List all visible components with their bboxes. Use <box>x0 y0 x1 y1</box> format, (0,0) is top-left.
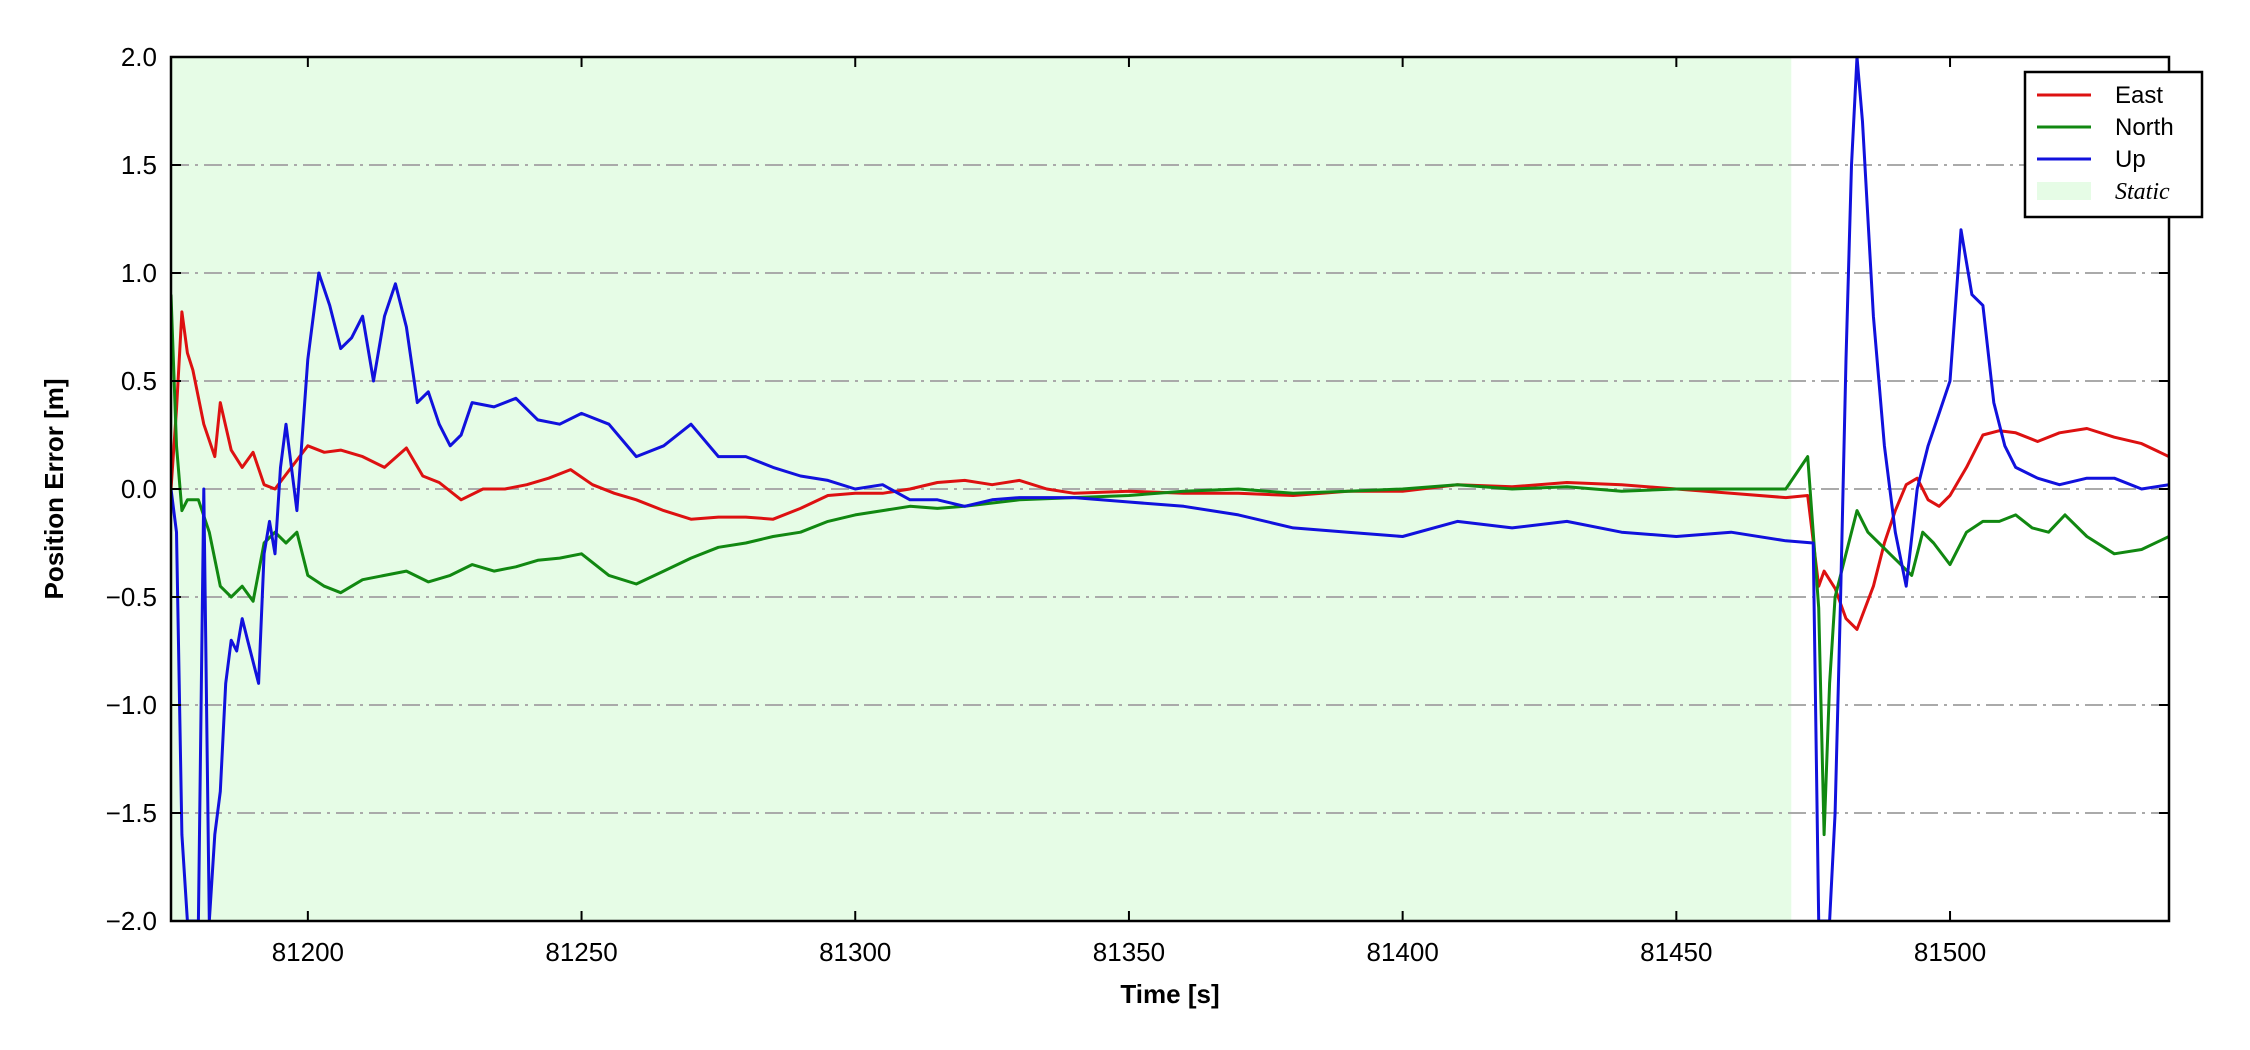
legend: East North Up Static <box>2023 70 2204 219</box>
y-tick-label: 1.0 <box>121 258 157 288</box>
y-tick-label: −0.5 <box>106 582 157 612</box>
legend-label-up: Up <box>2115 146 2146 173</box>
x-tick-label: 81200 <box>272 937 344 967</box>
series-line-up <box>171 57 2169 921</box>
x-tick-label: 81500 <box>1914 937 1986 967</box>
legend-label-static: Static <box>2115 179 2170 205</box>
x-tick-label: 81250 <box>545 937 617 967</box>
legend-label-east: East <box>2115 82 2163 109</box>
legend-label-north: North <box>2115 114 2174 141</box>
x-tick-label: 81300 <box>819 937 891 967</box>
y-tick-label: −2.0 <box>106 906 157 936</box>
x-axis-label: Time [s] <box>1120 979 1219 1009</box>
x-tick-label: 81350 <box>1093 937 1165 967</box>
series-line-east <box>171 310 2169 631</box>
y-axis-label: Position Error [m] <box>39 378 69 599</box>
y-tick-label: 0.0 <box>121 474 157 504</box>
y-tick-label: −1.0 <box>106 690 157 720</box>
y-tick-label: 0.5 <box>121 366 157 396</box>
y-tick-label: 2.0 <box>121 42 157 72</box>
y-tick-label: 1.5 <box>121 150 157 180</box>
x-tick-label: 81450 <box>1640 937 1712 967</box>
y-tick-label: −1.5 <box>106 798 157 828</box>
legend-swatch-static <box>2037 182 2091 200</box>
x-tick-label: 81400 <box>1366 937 1438 967</box>
